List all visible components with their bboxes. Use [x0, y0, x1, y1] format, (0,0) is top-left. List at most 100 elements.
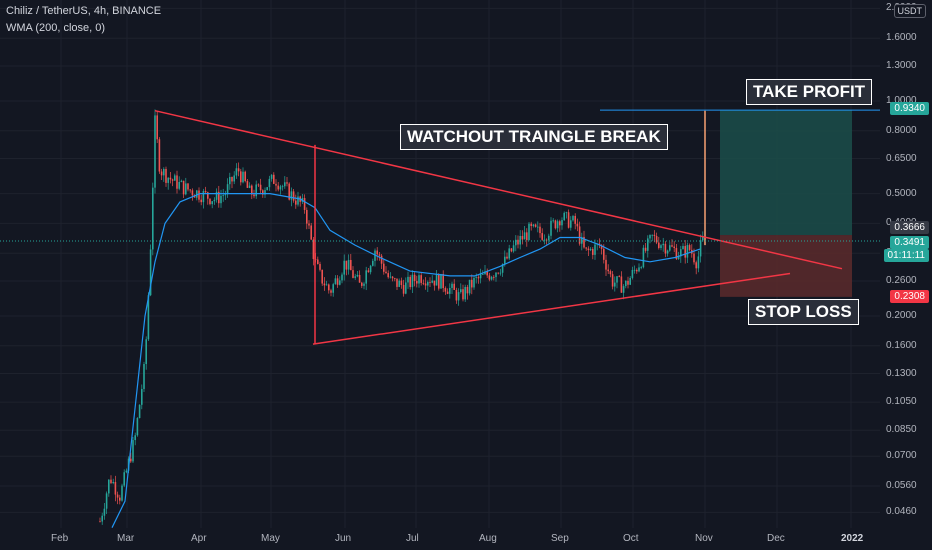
candle-body — [521, 235, 524, 240]
candle-body — [649, 235, 651, 239]
candle-body — [339, 280, 341, 285]
candle-body — [334, 278, 337, 285]
candle-body — [642, 247, 645, 268]
candle-body — [191, 190, 194, 196]
price-tick: 1.6000 — [886, 32, 917, 44]
candle-body — [189, 189, 191, 191]
candle-body — [361, 282, 363, 286]
candle-body — [246, 181, 249, 188]
candle-body — [268, 178, 271, 188]
candle-body — [400, 280, 403, 285]
candle-body — [365, 270, 367, 284]
candle-body — [171, 179, 174, 181]
time-axis[interactable]: Feb Mar Apr May Jun Jul Aug Sep Oct Nov Dec 2022 — [0, 528, 880, 550]
candle-body — [699, 240, 702, 257]
candle-body — [622, 286, 625, 293]
candle-body — [204, 191, 207, 193]
candle-body — [499, 272, 502, 274]
candle-body — [367, 270, 370, 273]
candle-body — [537, 226, 539, 228]
candle-body — [512, 245, 515, 252]
candle-body — [116, 494, 119, 498]
candle-body — [431, 280, 433, 283]
candle-body — [433, 280, 436, 286]
time-tick: Oct — [623, 533, 639, 544]
candle-body — [616, 276, 618, 283]
candle-body — [134, 435, 136, 441]
candle-body — [303, 198, 306, 210]
candle-body — [526, 232, 528, 241]
candle-body — [506, 256, 508, 259]
candle-body — [651, 234, 653, 236]
price-tick: 0.6500 — [886, 152, 917, 164]
candle-body — [486, 271, 488, 276]
candle-body — [530, 223, 532, 227]
candle-body — [554, 220, 557, 229]
candle-body — [508, 248, 510, 259]
candle-body — [121, 485, 123, 501]
candle-body — [132, 440, 134, 462]
price-tick: 0.0560 — [886, 480, 917, 492]
candle-body — [435, 274, 438, 286]
candle-body — [475, 277, 477, 278]
candle-body — [255, 184, 257, 197]
candle-body — [583, 236, 585, 248]
candle-body — [479, 274, 482, 279]
candle-body — [99, 521, 101, 523]
candle-body — [154, 115, 156, 188]
candle-body — [561, 220, 563, 226]
lower-trendline — [312, 272, 791, 345]
candle-body — [167, 177, 169, 183]
candle-body — [358, 274, 361, 283]
candle-body — [559, 221, 561, 226]
candle-body — [611, 274, 614, 287]
time-tick: Jul — [406, 533, 419, 544]
candle-body — [482, 274, 484, 275]
candle-body — [402, 284, 405, 294]
candle-body — [147, 295, 150, 340]
candle-body — [226, 184, 229, 195]
candle-body — [570, 220, 572, 228]
candle-body — [565, 212, 568, 214]
candle-body — [207, 192, 209, 199]
candle-body — [418, 275, 420, 284]
candle-body — [451, 283, 453, 288]
candle-body — [141, 388, 143, 405]
candle-body — [541, 233, 543, 240]
candle-body — [213, 199, 216, 202]
candle-body — [160, 171, 163, 176]
candle-body — [543, 239, 546, 241]
candle-body — [237, 168, 240, 172]
candle-body — [317, 259, 319, 265]
currency-badge[interactable]: USDT — [893, 4, 926, 18]
candle-body — [354, 276, 356, 278]
candle-body — [594, 244, 596, 255]
countdown-tag: 01:11:11 — [883, 249, 929, 262]
candle-body — [614, 282, 616, 287]
candle-body — [224, 194, 227, 196]
candle-body — [200, 199, 202, 203]
candle-body — [325, 284, 328, 286]
candle-body — [288, 183, 290, 200]
candle-body — [501, 263, 504, 273]
candle-body — [517, 239, 519, 245]
candle-body — [114, 481, 117, 495]
candle-body — [552, 220, 554, 222]
candle-body — [262, 190, 264, 195]
candle-body — [409, 276, 411, 288]
candle-body — [321, 269, 323, 284]
candle-body — [697, 256, 700, 269]
triangle-break-label: WATCHOUT TRAINGLE BREAK — [400, 124, 668, 150]
candle-body — [563, 212, 565, 221]
candle-body — [515, 239, 517, 246]
candle-body — [453, 283, 455, 290]
candle-body — [220, 195, 222, 204]
time-tick: Jun — [335, 533, 352, 544]
candle-body — [444, 288, 447, 292]
price-axis[interactable]: 2.00001.60001.30001.00000.80000.65000.50… — [880, 0, 932, 528]
candle-body — [306, 209, 308, 224]
candle-body — [215, 191, 218, 200]
candle-body — [510, 248, 513, 252]
candle-body — [422, 282, 425, 284]
candle-body — [259, 184, 262, 191]
